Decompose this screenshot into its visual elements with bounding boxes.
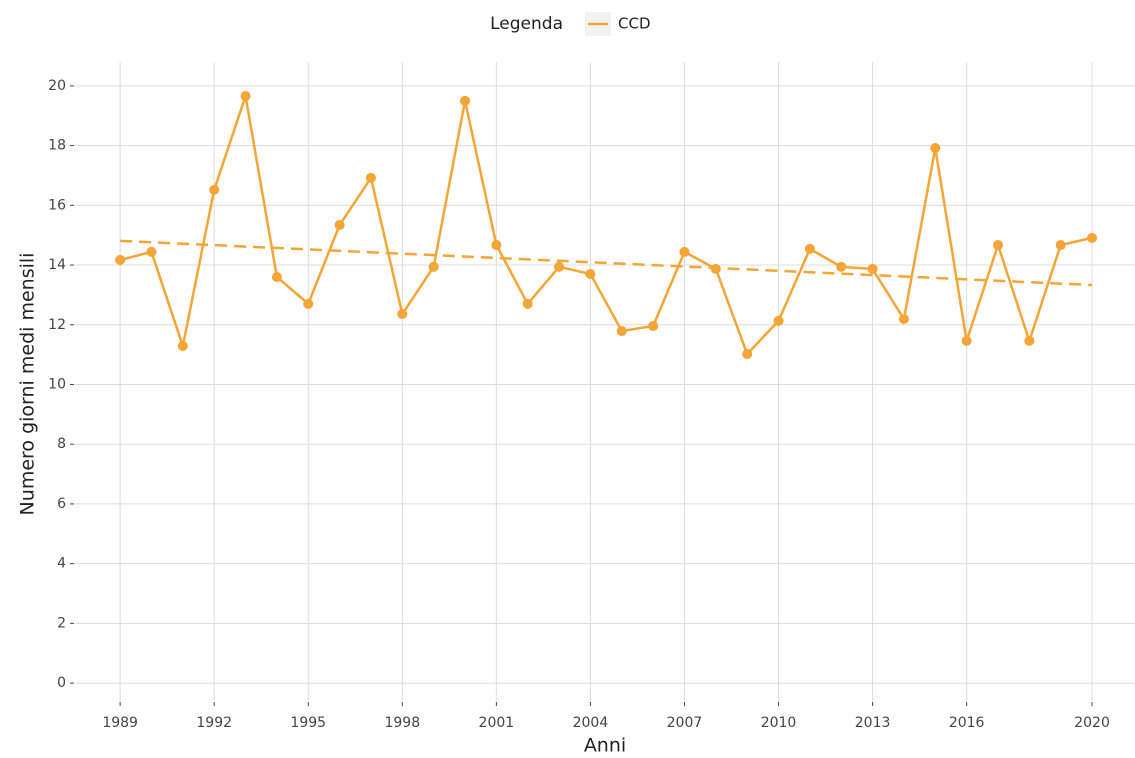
x-tick-label: 2020 xyxy=(1074,715,1110,731)
x-tick-label: 1989 xyxy=(102,715,138,731)
x-tick-label: 2016 xyxy=(949,715,985,731)
x-tick-label: 2013 xyxy=(855,715,891,731)
data-point xyxy=(1087,232,1098,243)
data-point xyxy=(585,269,596,280)
data-point xyxy=(303,298,314,309)
x-tick-label: 1998 xyxy=(384,715,420,731)
y-tick-label: 8 xyxy=(57,436,66,452)
x-axis-title: Anni xyxy=(584,735,626,757)
x-tick-label: 2010 xyxy=(761,715,797,731)
y-tick-label: 18 xyxy=(48,138,66,154)
data-point xyxy=(648,320,659,331)
y-tick-label: 20 xyxy=(48,78,66,94)
data-point xyxy=(679,246,690,257)
data-point xyxy=(773,315,784,326)
data-line xyxy=(119,95,1093,357)
data-point xyxy=(836,261,847,272)
data-point xyxy=(491,240,502,251)
data-point xyxy=(804,243,815,254)
x-tick-label: 2004 xyxy=(573,715,609,731)
trend-line xyxy=(120,239,1093,287)
y-tick-label: 10 xyxy=(48,376,66,392)
y-tick-label: 14 xyxy=(48,257,66,273)
data-point xyxy=(146,246,157,257)
data-point xyxy=(898,314,909,325)
data-point xyxy=(1024,335,1035,346)
data-point xyxy=(930,142,941,153)
y-axis-title: Numero giorni medi mensili xyxy=(17,253,39,516)
data-point xyxy=(115,254,126,265)
x-tick-label: 2001 xyxy=(479,715,515,731)
data-point xyxy=(867,263,878,274)
legend-label: CCD xyxy=(618,15,651,33)
data-point xyxy=(742,349,753,360)
y-tick-label: 0 xyxy=(57,675,66,691)
data-point xyxy=(1055,240,1066,251)
data-point xyxy=(397,309,408,320)
data-point xyxy=(334,220,345,231)
data-point xyxy=(428,261,439,272)
legend-title: Legenda xyxy=(490,14,563,34)
data-point xyxy=(177,340,188,351)
y-tick-label: 2 xyxy=(57,615,66,631)
data-point xyxy=(209,184,220,195)
data-point xyxy=(271,271,282,282)
data-point xyxy=(616,326,627,337)
data-point xyxy=(992,240,1003,251)
y-tick-label: 16 xyxy=(48,197,66,213)
data-point xyxy=(522,298,533,309)
y-tick-label: 12 xyxy=(48,317,66,333)
data-point xyxy=(460,95,471,106)
data-point xyxy=(961,335,972,346)
y-tick-label: 4 xyxy=(57,556,66,572)
y-tick-label: 6 xyxy=(57,496,66,512)
x-tick-label: 1992 xyxy=(196,715,232,731)
x-tick-label: 2007 xyxy=(667,715,703,731)
data-point xyxy=(365,172,376,183)
x-tick-label: 1995 xyxy=(290,715,326,731)
data-point xyxy=(554,261,565,272)
data-point xyxy=(240,91,251,102)
